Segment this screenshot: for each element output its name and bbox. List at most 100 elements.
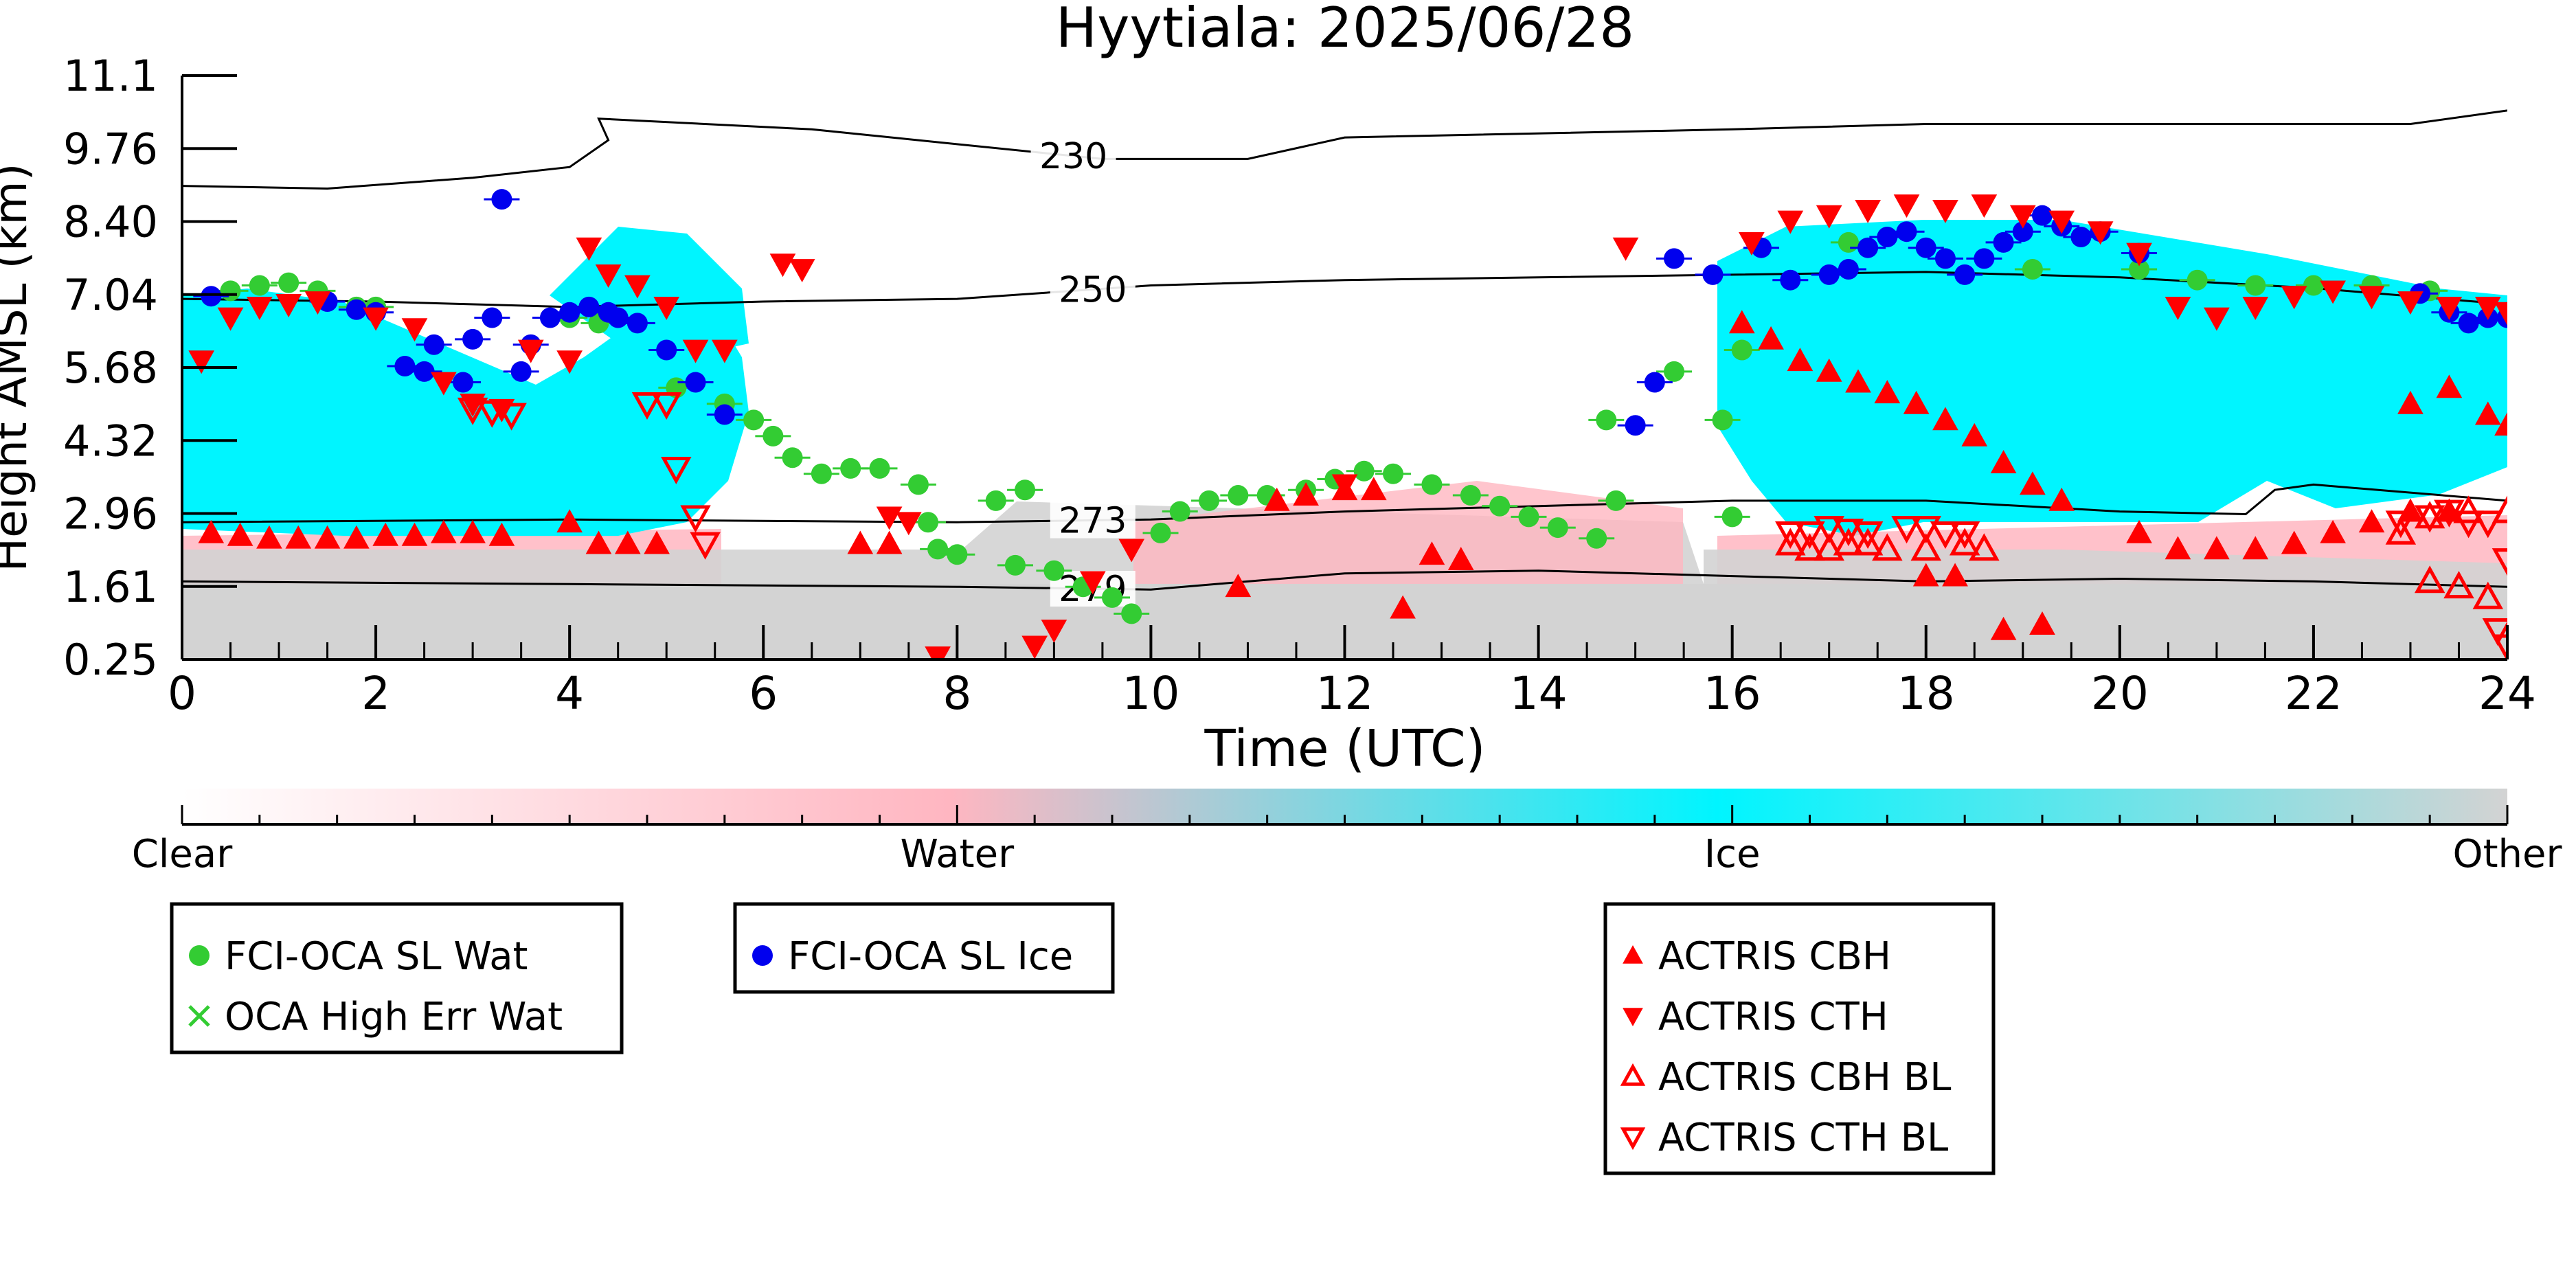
data-point xyxy=(491,189,512,210)
data-point xyxy=(2453,495,2484,523)
y-tick-label: 0.25 xyxy=(63,635,158,685)
data-point xyxy=(1664,361,1685,382)
data-point xyxy=(925,646,951,659)
data-point xyxy=(2126,242,2152,267)
data-point xyxy=(1102,587,1122,608)
data-point xyxy=(2320,280,2346,304)
data-point xyxy=(1816,358,1842,382)
data-point xyxy=(188,350,215,374)
data-point xyxy=(1816,205,1842,229)
data-point xyxy=(1739,231,1765,256)
data-point xyxy=(607,307,629,328)
data-point xyxy=(2029,611,2055,635)
data-point xyxy=(2126,519,2152,543)
legend-item: FCI-OCA SL Ice xyxy=(752,934,1073,979)
colorbar-label: Water xyxy=(901,832,1015,877)
colorbar-label: Clear xyxy=(132,832,233,877)
data-point xyxy=(201,286,222,307)
data-point xyxy=(2009,205,2036,229)
data-point xyxy=(685,372,706,393)
data-point xyxy=(1043,560,1065,581)
x-tick-label: 8 xyxy=(942,667,971,720)
isotherm-label: 250 xyxy=(1059,269,1127,310)
data-point xyxy=(2482,618,2507,646)
ice-region-right xyxy=(1717,220,2507,536)
data-point xyxy=(1932,199,1958,223)
data-point xyxy=(2204,536,2230,560)
isotherm-label: 230 xyxy=(1039,136,1107,177)
data-point xyxy=(1121,603,1142,624)
data-point xyxy=(644,530,670,554)
data-point xyxy=(2032,205,2053,226)
data-point xyxy=(2204,307,2230,331)
legend-item: FCI-OCA SL Wat xyxy=(189,934,528,979)
x-tick-label: 2 xyxy=(361,667,390,720)
data-point xyxy=(847,530,874,554)
data-point xyxy=(462,328,484,350)
data-point xyxy=(314,525,341,549)
data-point xyxy=(2087,221,2114,245)
data-point xyxy=(1954,264,1976,285)
data-point xyxy=(595,264,622,288)
data-point xyxy=(927,539,949,560)
y-tick-label: 1.61 xyxy=(63,562,158,612)
data-point xyxy=(2070,227,2092,248)
data-point xyxy=(1612,237,1639,261)
data-point xyxy=(2443,571,2474,599)
data-point xyxy=(477,400,508,428)
data-point xyxy=(1021,635,1048,659)
data-point xyxy=(1586,528,1607,549)
data-point xyxy=(576,237,602,261)
data-point xyxy=(1150,522,1171,543)
isotherm-line xyxy=(182,483,2507,523)
legend-label: ACTRIS CTH BL xyxy=(1658,1116,1948,1160)
data-point xyxy=(2281,286,2307,310)
other-region-right xyxy=(1704,550,2507,584)
x-tick-label: 4 xyxy=(555,667,584,720)
data-point xyxy=(1775,528,1806,556)
legend-marker xyxy=(1620,1127,1646,1151)
data-point xyxy=(2492,634,2507,659)
data-point xyxy=(578,296,600,317)
y-axis-ticks: 0.25 1.61 2.96 4.32 5.68 7.04 8.40 9.76 11.1 xyxy=(63,51,237,685)
data-point xyxy=(585,530,612,554)
data-point xyxy=(2472,581,2504,609)
data-point xyxy=(401,522,428,546)
data-point xyxy=(2492,548,2507,576)
data-point xyxy=(2358,509,2385,533)
data-point xyxy=(1731,339,1752,361)
data-point xyxy=(769,253,796,278)
data-point xyxy=(363,307,389,331)
data-point xyxy=(275,294,302,317)
isotherm-label-bg xyxy=(1050,502,1136,539)
legend-frame xyxy=(733,902,1115,994)
data-point xyxy=(217,307,244,331)
data-point xyxy=(1225,574,1252,598)
y-tick-label: 11.1 xyxy=(63,51,158,101)
data-point xyxy=(1728,310,1755,334)
data-point xyxy=(1605,490,1627,511)
data-point xyxy=(1814,533,1844,561)
data-point xyxy=(1228,485,1249,506)
data-series xyxy=(188,189,2507,659)
data-point xyxy=(1780,269,1801,291)
data-point xyxy=(661,456,692,485)
data-point xyxy=(2414,505,2445,533)
data-point xyxy=(285,525,312,549)
data-point xyxy=(1489,495,1511,517)
data-point xyxy=(656,339,677,361)
data-point xyxy=(1263,487,1290,511)
data-point xyxy=(2494,412,2507,436)
data-point xyxy=(453,372,474,393)
data-point xyxy=(1518,506,1539,528)
data-point xyxy=(1353,460,1375,482)
data-point xyxy=(1833,519,1864,547)
data-point xyxy=(1664,248,1685,269)
data-point xyxy=(1891,516,1922,544)
legend-marker xyxy=(188,1005,210,1027)
data-point xyxy=(2436,374,2463,398)
ice-region-upper xyxy=(550,227,749,357)
data-point xyxy=(2022,259,2043,280)
data-point xyxy=(539,307,561,328)
legend-label: OCA High Err Wat xyxy=(225,995,563,1039)
